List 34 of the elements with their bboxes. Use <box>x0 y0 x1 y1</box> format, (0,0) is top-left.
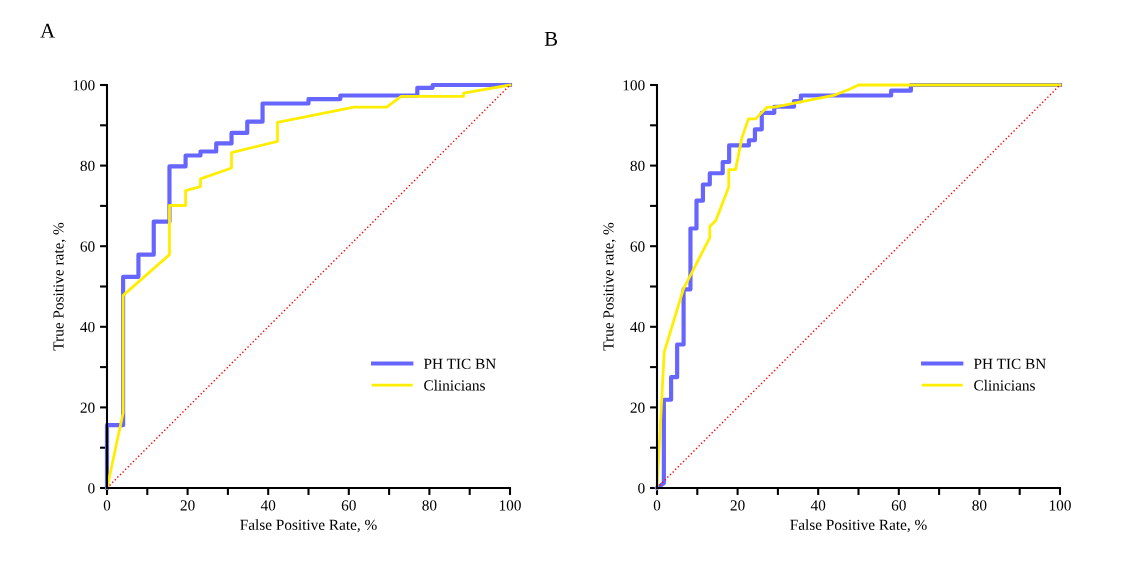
y-tick-label: 0 <box>88 483 95 494</box>
y-axis-title: True Positive rate, % <box>603 222 616 351</box>
x-axis-title: False Positive Rate, % <box>790 519 927 533</box>
x-tick-label: 60 <box>341 500 356 511</box>
legend-label: PH TIC BN <box>973 358 1046 369</box>
chart-title: A <box>40 23 55 38</box>
y-tick-label: 40 <box>630 321 645 333</box>
x-tick-label: 40 <box>810 500 826 511</box>
x-tick-label: 20 <box>180 500 195 511</box>
x-tick-label: 0 <box>653 500 661 511</box>
x-tick-label: 80 <box>422 500 437 511</box>
x-tick-label: 100 <box>499 500 521 511</box>
x-tick-label: 80 <box>972 500 987 511</box>
y-tick-label: 40 <box>80 321 95 333</box>
x-tick-label: 40 <box>260 500 276 511</box>
y-tick-label: 100 <box>73 80 95 91</box>
x-tick-label: 100 <box>1049 500 1071 511</box>
y-tick-label: 80 <box>630 160 645 172</box>
x-tick-label: 20 <box>730 500 745 511</box>
x-tick-label: 60 <box>891 500 906 511</box>
legend-label: PH TIC BN <box>423 358 496 369</box>
y-tick-label: 20 <box>630 402 645 413</box>
x-tick-label: 0 <box>103 500 111 511</box>
y-tick-label: 80 <box>80 160 95 172</box>
x-axis-title: False Positive Rate, % <box>240 519 377 533</box>
y-axis-title: True Positive rate, % <box>53 222 66 351</box>
y-tick-label: 100 <box>623 80 645 91</box>
legend-label: Clinicians <box>974 379 1035 391</box>
y-tick-label: 0 <box>638 483 645 494</box>
y-tick-label: 20 <box>80 402 95 413</box>
y-tick-label: 60 <box>630 241 645 252</box>
y-tick-label: 60 <box>80 241 95 252</box>
legend-label: Clinicians <box>424 379 485 391</box>
chart-title: B <box>544 32 558 46</box>
